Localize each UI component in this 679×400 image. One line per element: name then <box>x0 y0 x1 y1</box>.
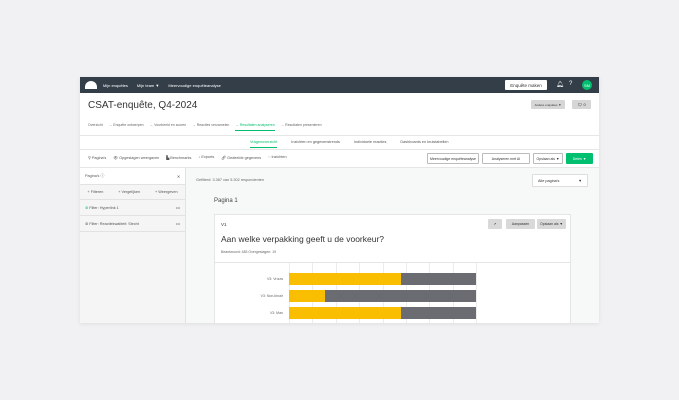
tab-insights[interactable]: Inzichten en gegevenstrends <box>291 140 340 144</box>
close-icon[interactable]: ✕ <box>176 174 180 179</box>
divider <box>80 167 599 168</box>
filtered-count: Gefilterd: 3.387 van 5.302 respondenten <box>196 178 264 182</box>
bar-segment-1[interactable] <box>401 307 476 319</box>
tab-question-summary[interactable]: Vragenoverzicht <box>250 140 278 148</box>
response-counts: Beantwoord: 483 Overgeslagen: 19 <box>221 250 277 254</box>
step-present[interactable]: → Resultaten presenteren <box>280 123 322 127</box>
bar-segment-0[interactable] <box>289 307 402 319</box>
bell-icon[interactable]: 🔔︎ <box>556 82 564 88</box>
share-icon[interactable]: ⇗ <box>488 219 502 229</box>
page-select[interactable]: Alle pagina's ▼ <box>532 174 588 187</box>
nav-my-surveys[interactable]: Mijn enquêtes <box>103 82 128 88</box>
bar-segment-1[interactable] <box>401 273 476 285</box>
divider <box>80 149 599 150</box>
tab-individual[interactable]: Individuele reacties <box>353 140 387 144</box>
divider <box>80 135 599 136</box>
step-overview[interactable]: Overzicht <box>88 123 103 127</box>
exports-button[interactable]: ↓ Exports <box>198 155 215 159</box>
gridline <box>476 263 477 323</box>
bar-label: V3: Vrouw <box>266 277 283 281</box>
stacked-bar-chart: V3: Vrouw V3: Non-binair V3: Man <box>215 262 570 323</box>
question-card: V1 Aan welke verpakking geeft u de voork… <box>214 214 571 323</box>
filter-button[interactable]: + Filteren <box>87 190 104 194</box>
bar-segment-0[interactable] <box>289 290 325 302</box>
help-icon[interactable]: ? <box>569 81 573 87</box>
filter-item[interactable]: ⊜ Filter: Hyperlink 1 ••• <box>80 200 185 216</box>
comments-button[interactable]: 🗨︎ 0 <box>572 100 591 109</box>
other-surveys-button[interactable]: Andere enquêtes ▼ <box>531 100 565 109</box>
benchmarks-button[interactable]: ▙ Benchmarks <box>166 156 192 160</box>
question-number: V1 <box>221 222 227 227</box>
sidebar: Pagina's ⓘ ✕ + Filteren + Vergelijken + W… <box>80 168 186 323</box>
share-button[interactable]: Delen ▼ <box>566 153 593 164</box>
filter-item[interactable]: ⊜ Filter: Reactiekwaliteit: Slecht ••• <box>80 216 185 232</box>
step-collect[interactable]: → Reacties verzamelen <box>192 123 230 127</box>
top-nav: Mijn enquêtes Mijn team ▼ Meervoudige en… <box>80 77 599 93</box>
main-content: Gefilterd: 3.387 van 5.302 respondenten … <box>186 168 599 323</box>
pages-button[interactable]: ⚲ Pagina's <box>88 156 107 160</box>
bar-label: V3: Non-binair <box>260 294 283 298</box>
multi-analysis-button[interactable]: Meervoudige enquêteanalyse <box>427 153 479 164</box>
step-design[interactable]: → Enquête ontwerpen <box>108 123 144 127</box>
sidebar-title: Pagina's ⓘ <box>85 173 105 178</box>
comments-count: 0 <box>583 102 586 107</box>
shared-data-button[interactable]: 🔗︎ Gedeelde gegevens <box>221 156 262 160</box>
comment-icon: 🗨︎ <box>577 102 584 107</box>
create-survey-button[interactable]: Enquête maken <box>505 80 547 90</box>
more-icon[interactable]: ••• <box>176 221 180 226</box>
page-heading: Pagina 1 <box>214 198 238 204</box>
page-title: CSAT-enquête, Q4-2024 <box>88 100 198 111</box>
save-as-button[interactable]: Opslaan als ▼ <box>533 153 563 164</box>
step-analyze[interactable]: → Resultaten analyseren <box>235 123 275 131</box>
app-window: Mijn enquêtes Mijn team ▼ Meervoudige en… <box>80 77 599 323</box>
customize-button[interactable]: Aanpassen <box>506 219 535 229</box>
tabs: Vragenoverzicht Inzichten en gegevenstre… <box>250 140 449 148</box>
bar-segment-0[interactable] <box>289 273 402 285</box>
analyze-ai-button[interactable]: Analyseren met AI <box>482 153 530 164</box>
toolbar: ⚲ Pagina's 👁︎ Opgeslagen weergaven ▙ Ben… <box>88 155 287 160</box>
filter-active-icon: ⊜ <box>85 206 89 210</box>
saved-views-button[interactable]: 👁︎ Opgeslagen weergaven <box>113 156 160 160</box>
nav-multi-analysis[interactable]: Meervoudige enquêteanalyse <box>168 82 221 88</box>
compare-button[interactable]: + Vergelijken <box>118 190 141 194</box>
filter-icon: ⊜ <box>85 222 89 226</box>
card-save-as-button[interactable]: Opslaan als ▼ <box>537 219 566 229</box>
nav-my-team[interactable]: Mijn team ▼ <box>136 82 160 88</box>
show-button[interactable]: + Weergeven <box>154 190 178 194</box>
step-nav: Overzicht → Enquête ontwerpen → Voorbeel… <box>88 123 322 131</box>
insights-button[interactable]: ◌ Inzichten <box>268 155 287 159</box>
bar-segment-1[interactable] <box>324 290 476 302</box>
question-title: Aan welke verpakking geeft u de voorkeur… <box>221 234 385 244</box>
chevron-down-icon: ▼ <box>578 178 582 183</box>
tab-dashboards[interactable]: Dashboards en kruistabellen <box>400 140 449 144</box>
bar-label: V3: Man <box>269 311 283 315</box>
more-icon[interactable]: ••• <box>176 205 180 210</box>
logo-icon[interactable] <box>85 81 97 89</box>
avatar[interactable]: SM <box>582 80 592 90</box>
step-preview[interactable]: → Voorbeeld en scoren <box>149 123 187 127</box>
